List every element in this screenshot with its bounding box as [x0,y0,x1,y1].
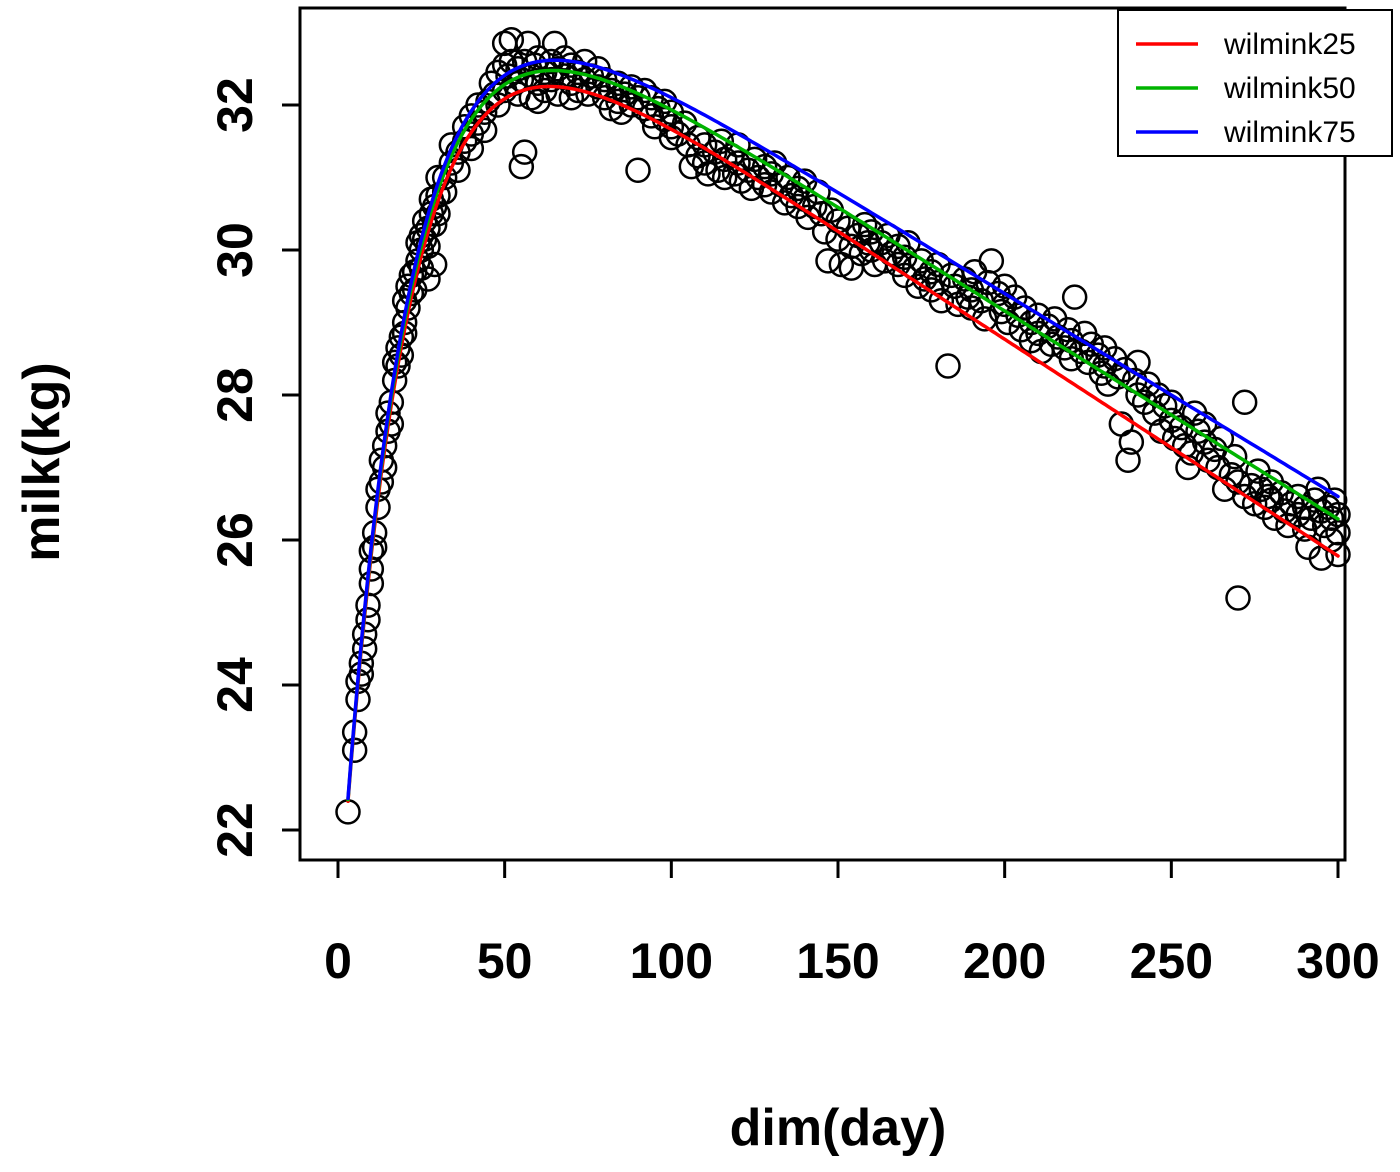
data-point [1011,295,1038,321]
data-point [658,114,685,140]
data-point [871,248,898,274]
data-point [358,570,385,597]
data-point [1325,501,1351,528]
data-point [351,636,378,662]
data-point [1061,284,1088,310]
x-tick-label: 250 [1130,933,1213,989]
curve-wilmink25 [346,84,1340,804]
y-tick-label: 26 [207,512,263,568]
data-point [485,92,511,118]
x-tick-label: 0 [324,933,352,989]
legend-label: wilmink75 [1223,116,1356,149]
x-tick-label: 150 [796,933,879,989]
x-tick-label: 50 [477,933,533,989]
data-point [335,799,361,825]
data-point [625,157,651,183]
data-point [905,273,931,299]
y-tick-label: 24 [207,657,263,713]
data-point [638,103,665,129]
data-point [1231,389,1258,415]
x-tick-label: 300 [1296,933,1379,989]
data-point [978,248,1005,274]
data-point [1118,429,1145,455]
data-point [1038,331,1065,357]
data-point [928,288,955,314]
data-point [815,248,841,274]
y-tick-label: 32 [207,77,263,133]
data-point [511,139,538,165]
data-point [851,211,878,238]
legend-label: wilmink25 [1223,28,1356,61]
data-point [1005,302,1031,328]
data-point [525,45,551,71]
data-point [1221,443,1248,470]
data-point [605,88,631,115]
data-point [1115,447,1141,473]
x-axis-title: dim(day) [729,1099,947,1157]
y-tick-label: 28 [207,367,263,423]
x-tick-label: 200 [963,933,1046,989]
data-point [558,85,585,111]
y-axis: 22 24 26 28 30 32 [207,77,300,858]
curve-wilmink50 [346,68,1340,802]
curve-wilmink75 [346,58,1340,801]
plot-frame [298,6,1347,862]
data-point [421,251,448,278]
data-point [1105,364,1131,390]
data-point [1055,317,1081,343]
data-point [498,27,525,53]
data-point [1321,487,1348,513]
scatter-points [335,27,1351,825]
legend-label: wilmink50 [1223,72,1356,105]
data-point [558,52,585,78]
y-axis-title: milk(kg) [13,362,71,562]
x-tick-label: 100 [630,933,713,989]
data-point [508,153,535,180]
y-tick-label: 30 [207,222,263,278]
data-point [935,353,961,379]
data-point [505,56,531,82]
data-point [1225,585,1251,611]
data-point [1325,541,1351,568]
legend: wilmink25 wilmink50 wilmink75 [1117,9,1393,157]
y-tick-label: 22 [207,802,263,858]
x-axis: 0 50 100 150 200 250 300 [324,860,1380,989]
data-point [341,737,368,763]
data-point [355,607,381,633]
